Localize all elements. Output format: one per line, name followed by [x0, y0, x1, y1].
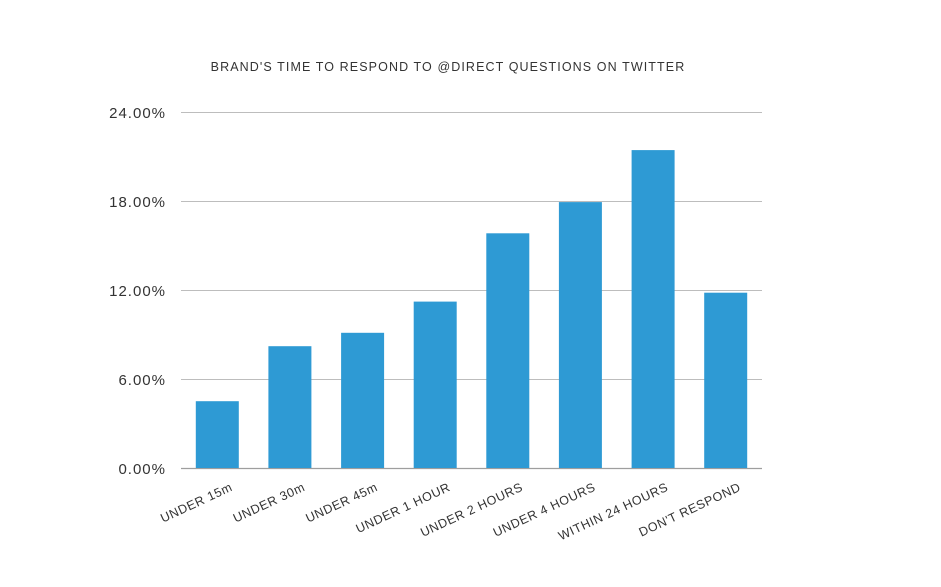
bar — [704, 292, 748, 468]
chart-title: BRAND'S TIME TO RESPOND TO @DIRECT QUEST… — [211, 60, 686, 74]
y-tick-label: 18.00% — [109, 194, 166, 211]
x-category-label: UNDER 30m — [231, 480, 307, 526]
y-tick-label: 24.00% — [109, 105, 166, 122]
bar — [413, 301, 457, 468]
bar — [558, 202, 602, 468]
x-category-label: UNDER 15m — [158, 480, 234, 526]
bar — [268, 346, 312, 468]
bar — [341, 332, 385, 468]
y-axis-tick-labels: 0.00% 6.00% 12.00% 18.00% 24.00% — [109, 105, 166, 478]
gridlines — [181, 112, 762, 470]
bar — [195, 401, 239, 468]
bar — [486, 233, 530, 468]
y-tick-label: 12.00% — [109, 283, 166, 300]
bar — [631, 150, 675, 468]
y-tick-label: 0.00% — [118, 461, 166, 478]
y-tick-label: 6.00% — [118, 372, 166, 389]
bars — [195, 150, 748, 468]
